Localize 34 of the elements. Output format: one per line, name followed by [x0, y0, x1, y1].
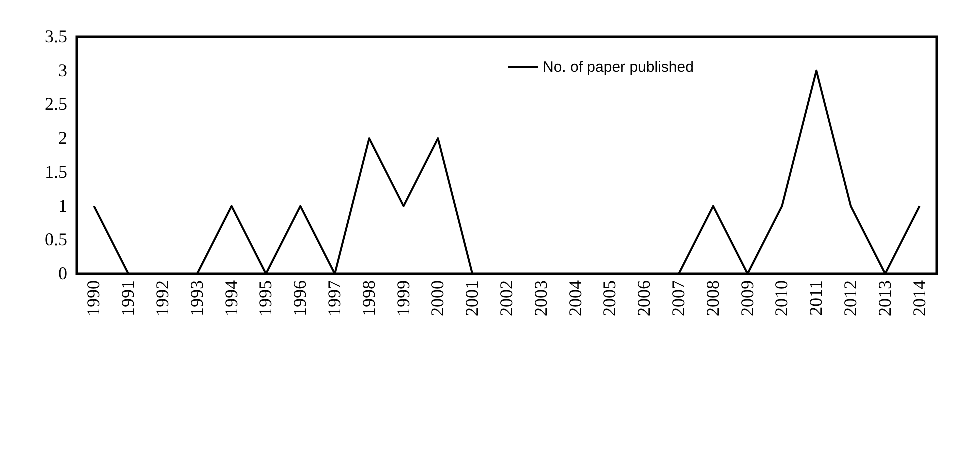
- x-tick-label: 1996: [290, 280, 310, 316]
- x-tick-label: 2004: [565, 280, 586, 316]
- x-tick-label: 1991: [118, 280, 138, 316]
- x-tick-label: 1994: [221, 280, 242, 316]
- x-tick-label: 2013: [874, 280, 895, 316]
- y-tick-label: 3: [58, 60, 68, 80]
- x-tick-label: 1992: [152, 280, 172, 316]
- x-tick-label: 2000: [428, 280, 448, 316]
- x-tick-label: 1999: [393, 280, 414, 316]
- x-tick-label: 2006: [634, 280, 654, 316]
- x-tick-label: 2005: [600, 280, 620, 316]
- x-tick-label: 2011: [806, 280, 826, 316]
- y-tick-label: 2: [58, 128, 68, 148]
- y-tick-label: 0: [58, 264, 68, 284]
- x-tick-label: 2008: [702, 280, 723, 316]
- x-tick-label: 2003: [530, 280, 551, 316]
- x-tick-label: 1995: [256, 280, 276, 316]
- y-tick-label: 1: [58, 196, 68, 216]
- x-tick-label: 2014: [909, 280, 930, 316]
- x-tick-label: 2010: [772, 280, 792, 316]
- y-tick-label: 3.5: [45, 26, 68, 46]
- x-tick-label: 2001: [462, 280, 482, 316]
- x-tick-label: 1997: [324, 280, 344, 316]
- x-tick-label: 1993: [186, 280, 207, 316]
- y-tick-label: 1.5: [45, 162, 68, 182]
- y-tick-label: 2.5: [45, 94, 68, 114]
- x-tick-label: 2002: [496, 280, 516, 316]
- x-tick-label: 1990: [84, 280, 104, 316]
- y-tick-label: 0.5: [45, 230, 68, 250]
- x-tick-label: 2007: [668, 280, 688, 316]
- x-tick-label: 2009: [737, 280, 758, 316]
- x-tick-label: 2012: [840, 280, 860, 316]
- legend-label: No. of paper published: [543, 59, 694, 76]
- x-tick-label: 1998: [358, 280, 379, 316]
